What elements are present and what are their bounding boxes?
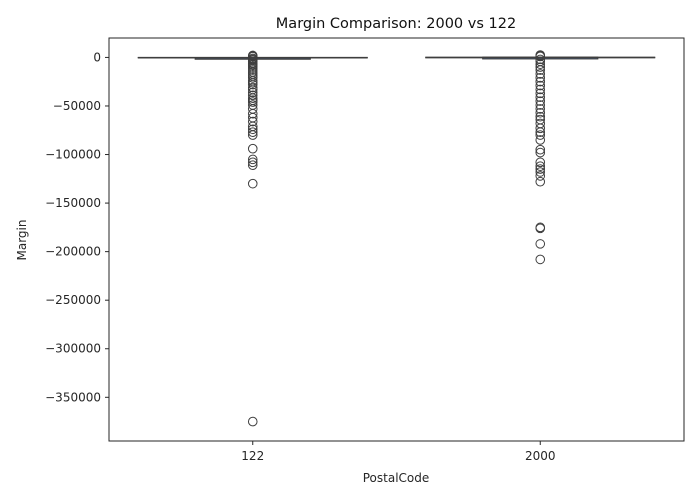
y-tick-label: −200000 — [45, 245, 101, 259]
plot-area: 0 −50000 −100000 −150000 −200000 −250000 −3000… — [45, 37, 685, 463]
outlier-point — [535, 167, 546, 177]
outlier-point — [535, 107, 546, 118]
outlier-point — [535, 114, 546, 125]
outlier-point — [247, 100, 258, 110]
outlier-point — [535, 92, 546, 103]
outlier-point — [247, 116, 258, 127]
outlier-point — [247, 160, 258, 171]
y-tick-label: −50000 — [53, 99, 101, 113]
y-tick-label: −300000 — [45, 342, 101, 356]
outlier-point — [535, 84, 546, 95]
x-axis-label: PostalCode — [363, 471, 430, 485]
outlier-point — [247, 51, 258, 62]
outlier-point — [535, 135, 546, 145]
outlier-point — [247, 90, 258, 101]
outlier-point — [535, 147, 546, 158]
outlier-point — [247, 87, 258, 98]
outlier-point — [535, 164, 546, 174]
outlier-point — [535, 161, 546, 171]
outlier-point — [535, 51, 546, 62]
outlier-point — [535, 254, 546, 265]
outlier-point — [535, 144, 546, 155]
outlier-point — [535, 54, 546, 65]
outlier-point — [535, 100, 546, 110]
outlier-point — [535, 80, 546, 91]
x-tick-label: 122 — [241, 449, 264, 463]
outlier-point — [535, 76, 546, 87]
outlier-point — [535, 222, 546, 233]
y-tick-label: −250000 — [45, 293, 101, 307]
y-tick-label: −150000 — [45, 196, 101, 210]
y-axis-label: Margin — [15, 220, 29, 261]
outlier-point — [535, 62, 546, 72]
outlier-point — [247, 82, 258, 93]
outlier-point — [535, 171, 546, 181]
y-tick-label: 0 — [93, 50, 101, 64]
outlier-point — [535, 130, 546, 140]
outlier-point — [535, 73, 546, 83]
outlier-point — [535, 118, 546, 129]
outlier-point — [247, 124, 258, 135]
outlier-point — [247, 154, 258, 165]
outlier-point — [535, 157, 546, 168]
y-tick-label: −350000 — [45, 390, 101, 404]
outlier-point — [247, 416, 258, 427]
outlier-point — [247, 127, 258, 137]
outlier-point — [247, 143, 258, 154]
x-tick-label: 2000 — [525, 449, 556, 463]
outlier-point — [535, 239, 546, 249]
outlier-point — [247, 77, 258, 88]
outlier-point — [535, 88, 546, 99]
outlier-point — [535, 176, 546, 187]
outlier-point — [535, 69, 546, 79]
outlier-point — [247, 157, 258, 168]
outlier-point — [535, 104, 546, 114]
outlier-point — [535, 111, 546, 122]
outlier-point — [535, 96, 546, 106]
y-tick-label: −100000 — [45, 148, 101, 162]
chart-title: Margin Comparison: 2000 vs 122 — [276, 16, 516, 32]
outlier-point — [247, 178, 258, 189]
plot-frame — [108, 37, 685, 442]
